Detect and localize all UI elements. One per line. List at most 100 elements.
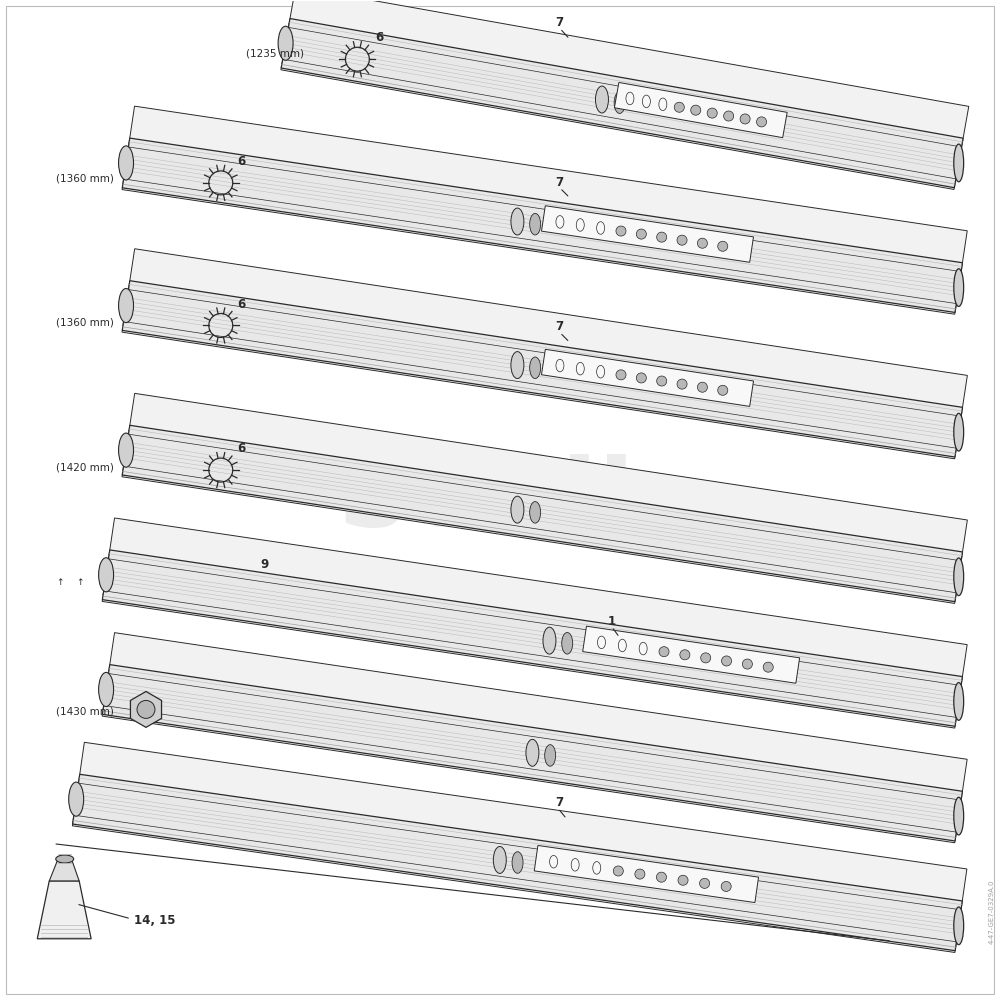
Polygon shape xyxy=(37,881,91,939)
Polygon shape xyxy=(534,845,759,903)
Circle shape xyxy=(691,105,701,115)
Ellipse shape xyxy=(69,782,84,816)
Circle shape xyxy=(674,102,684,112)
Ellipse shape xyxy=(511,208,524,235)
Circle shape xyxy=(659,647,669,657)
Circle shape xyxy=(680,650,690,660)
Polygon shape xyxy=(542,206,753,262)
Polygon shape xyxy=(281,19,963,188)
Circle shape xyxy=(613,866,623,876)
Text: STIHL: STIHL xyxy=(338,452,662,548)
Circle shape xyxy=(718,241,728,251)
Circle shape xyxy=(697,382,707,392)
Text: 7: 7 xyxy=(555,176,563,189)
Polygon shape xyxy=(122,281,963,457)
Ellipse shape xyxy=(595,86,608,113)
Ellipse shape xyxy=(954,797,964,835)
Polygon shape xyxy=(102,665,962,841)
Polygon shape xyxy=(122,106,967,314)
Polygon shape xyxy=(72,742,967,952)
Ellipse shape xyxy=(511,352,524,379)
Text: ↑: ↑ xyxy=(56,578,64,587)
Circle shape xyxy=(137,700,155,718)
Ellipse shape xyxy=(545,745,556,766)
Ellipse shape xyxy=(530,213,541,235)
Ellipse shape xyxy=(954,413,964,451)
Text: 1: 1 xyxy=(608,615,616,628)
Ellipse shape xyxy=(99,558,114,592)
Polygon shape xyxy=(281,0,969,189)
Ellipse shape xyxy=(530,502,541,523)
Ellipse shape xyxy=(119,288,134,323)
Polygon shape xyxy=(73,774,962,951)
Text: (1430 mm): (1430 mm) xyxy=(56,706,114,716)
Circle shape xyxy=(701,653,711,663)
Ellipse shape xyxy=(954,907,964,945)
Circle shape xyxy=(724,111,734,121)
Circle shape xyxy=(656,872,666,882)
Circle shape xyxy=(678,875,688,885)
Ellipse shape xyxy=(530,357,541,379)
Text: 6: 6 xyxy=(238,155,246,168)
Ellipse shape xyxy=(562,633,573,654)
Ellipse shape xyxy=(99,672,114,707)
Text: 6: 6 xyxy=(238,298,246,311)
Text: 6: 6 xyxy=(375,31,384,44)
Ellipse shape xyxy=(954,269,964,306)
Circle shape xyxy=(700,878,710,888)
Polygon shape xyxy=(49,861,79,881)
Circle shape xyxy=(635,869,645,879)
Text: (1420 mm): (1420 mm) xyxy=(56,462,114,472)
Circle shape xyxy=(657,232,667,242)
Polygon shape xyxy=(102,518,967,728)
Circle shape xyxy=(636,229,646,239)
Text: (1360 mm): (1360 mm) xyxy=(56,317,114,327)
Text: (1235 mm): (1235 mm) xyxy=(246,48,304,58)
Polygon shape xyxy=(122,393,967,603)
Text: 7: 7 xyxy=(555,796,563,809)
Text: 7: 7 xyxy=(555,320,563,333)
Text: 14, 15: 14, 15 xyxy=(134,914,176,927)
Ellipse shape xyxy=(119,146,134,180)
Circle shape xyxy=(707,108,717,118)
Circle shape xyxy=(636,373,646,383)
Text: 9: 9 xyxy=(261,558,269,571)
Ellipse shape xyxy=(954,558,964,596)
Ellipse shape xyxy=(511,496,524,523)
Ellipse shape xyxy=(119,433,134,467)
Text: 7: 7 xyxy=(555,16,563,29)
Circle shape xyxy=(742,659,752,669)
Ellipse shape xyxy=(954,144,964,182)
Ellipse shape xyxy=(526,739,539,766)
Ellipse shape xyxy=(512,852,523,873)
Polygon shape xyxy=(541,349,754,406)
Circle shape xyxy=(740,114,750,124)
Text: ↑: ↑ xyxy=(76,578,84,587)
Circle shape xyxy=(616,370,626,380)
Polygon shape xyxy=(614,82,787,138)
Ellipse shape xyxy=(954,683,964,720)
Ellipse shape xyxy=(614,92,625,113)
Circle shape xyxy=(677,379,687,389)
Text: 6: 6 xyxy=(238,442,246,455)
Text: (1360 mm): (1360 mm) xyxy=(56,174,114,184)
Text: 4-47-GE7-0329A.0: 4-47-GE7-0329A.0 xyxy=(989,879,995,944)
Polygon shape xyxy=(122,425,963,602)
Circle shape xyxy=(718,385,728,395)
Ellipse shape xyxy=(278,26,293,60)
Circle shape xyxy=(721,881,731,891)
Circle shape xyxy=(722,656,732,666)
Polygon shape xyxy=(583,626,800,683)
Circle shape xyxy=(616,226,626,236)
Polygon shape xyxy=(102,633,967,843)
Polygon shape xyxy=(122,249,967,459)
Circle shape xyxy=(697,238,707,248)
Polygon shape xyxy=(102,550,962,726)
Polygon shape xyxy=(122,138,962,312)
Polygon shape xyxy=(130,691,162,727)
Circle shape xyxy=(677,235,687,245)
Circle shape xyxy=(657,376,667,386)
Ellipse shape xyxy=(493,846,506,873)
Circle shape xyxy=(757,117,767,127)
Ellipse shape xyxy=(543,627,556,654)
